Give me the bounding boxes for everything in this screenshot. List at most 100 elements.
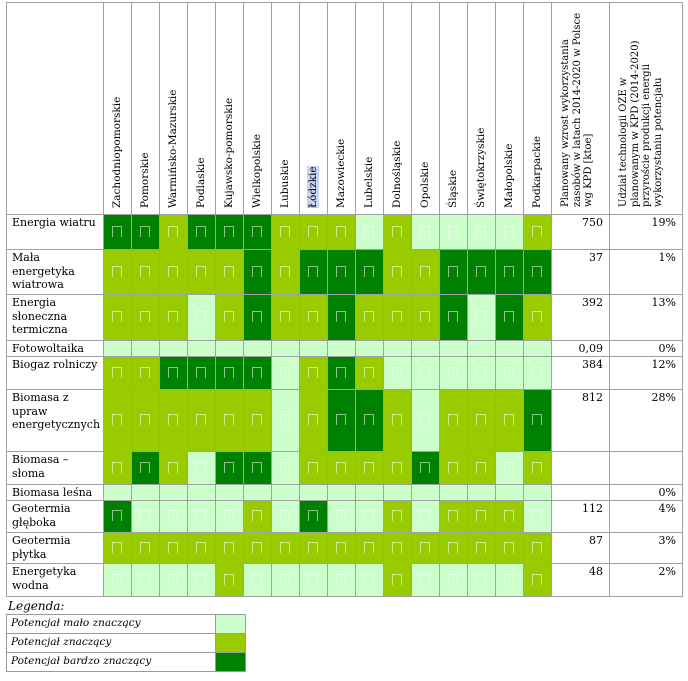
region-header: Pomorskie (139, 152, 151, 208)
region-header: Śląskie (447, 169, 459, 208)
cell-marker (308, 510, 318, 521)
potential-cell (159, 389, 187, 451)
cell-marker (308, 573, 318, 585)
potential-cell (383, 532, 411, 563)
potential-cell (159, 340, 187, 356)
potential-cell (327, 294, 355, 340)
cell-marker (224, 510, 234, 521)
cell-marker (364, 265, 374, 277)
share-value: 13% (651, 296, 676, 309)
potential-cell (355, 340, 383, 356)
cell-marker (392, 461, 402, 473)
potential-cell (271, 389, 299, 451)
grid-line (6, 2, 683, 3)
cell-marker (364, 311, 374, 322)
grid-line (523, 2, 524, 596)
potential-cell (131, 389, 159, 451)
potential-cell (383, 356, 411, 389)
grid-line (682, 2, 683, 596)
grid-line (243, 2, 244, 596)
potential-cell (439, 294, 467, 340)
region-header: Łódzkie (307, 166, 319, 208)
potential-cell (243, 532, 271, 563)
cell-marker (112, 510, 122, 521)
potential-cell (103, 532, 131, 563)
cell-marker (168, 541, 178, 553)
potential-cell (495, 214, 523, 249)
potential-cell (159, 500, 187, 532)
grid-line (6, 2, 7, 596)
grid-line (383, 2, 384, 596)
potential-cell (299, 484, 327, 500)
potential-cell (131, 563, 159, 596)
cell-marker (364, 510, 374, 521)
cell-marker (112, 573, 122, 585)
potential-cell (467, 249, 495, 294)
cell-marker (224, 461, 234, 473)
potential-cell (103, 340, 131, 356)
cell-marker (280, 573, 290, 585)
potential-cell (131, 356, 159, 389)
cell-marker (364, 461, 374, 473)
potential-cell (439, 563, 467, 596)
cell-marker (252, 510, 262, 521)
potential-cell (439, 214, 467, 249)
cell-marker (252, 311, 262, 322)
cell-marker (420, 461, 430, 473)
share-value: 19% (651, 216, 676, 229)
cell-marker (224, 366, 234, 378)
planned-value: 392 (582, 296, 603, 309)
potential-cell (243, 340, 271, 356)
cell-marker (112, 414, 122, 425)
region-header: Lubuskie (279, 159, 291, 208)
potential-cell (495, 340, 523, 356)
cell-marker (140, 225, 150, 237)
row-label: Fotowoltaika (12, 342, 84, 355)
potential-cell (383, 484, 411, 500)
region-header: Zachodniopomorskie (111, 96, 123, 208)
potential-cell (523, 500, 551, 532)
potential-cell (523, 356, 551, 389)
cell-marker (532, 265, 542, 277)
share-value: 28% (651, 391, 676, 404)
potential-cell (439, 451, 467, 484)
cell-marker (308, 265, 318, 277)
cell-marker (336, 225, 346, 237)
planned-value: 48 (589, 565, 603, 578)
grid-line (6, 356, 683, 357)
legend-label: Potencjał mało znaczący (6, 614, 216, 634)
row-label: Energia słoneczna termiczna (12, 296, 68, 336)
cell-marker (476, 414, 486, 425)
cell-marker (420, 541, 430, 553)
cell-marker (196, 461, 206, 473)
cell-marker (476, 366, 486, 378)
potential-cell (187, 340, 215, 356)
potential-cell (327, 500, 355, 532)
grid-line (131, 2, 132, 596)
potential-cell (523, 389, 551, 451)
cell-marker (280, 265, 290, 277)
cell-marker (112, 461, 122, 473)
potential-cell (327, 249, 355, 294)
potential-cell (271, 484, 299, 500)
cell-marker (112, 366, 122, 378)
cell-marker (532, 366, 542, 378)
region-header: Wielkopolskie (251, 134, 263, 208)
cell-marker (336, 541, 346, 553)
cell-marker (392, 541, 402, 553)
potential-cell (467, 389, 495, 451)
grid-line (411, 2, 412, 596)
potential-cell (411, 563, 439, 596)
cell-marker (140, 461, 150, 473)
potential-cell (243, 214, 271, 249)
potential-cell (495, 500, 523, 532)
potential-cell (467, 214, 495, 249)
cell-marker (252, 541, 262, 553)
legend-swatch (215, 652, 246, 672)
potential-cell (187, 484, 215, 500)
cell-marker (308, 461, 318, 473)
potential-cell (103, 563, 131, 596)
potential-cell (523, 484, 551, 500)
cell-marker (112, 311, 122, 322)
potential-cell (355, 500, 383, 532)
